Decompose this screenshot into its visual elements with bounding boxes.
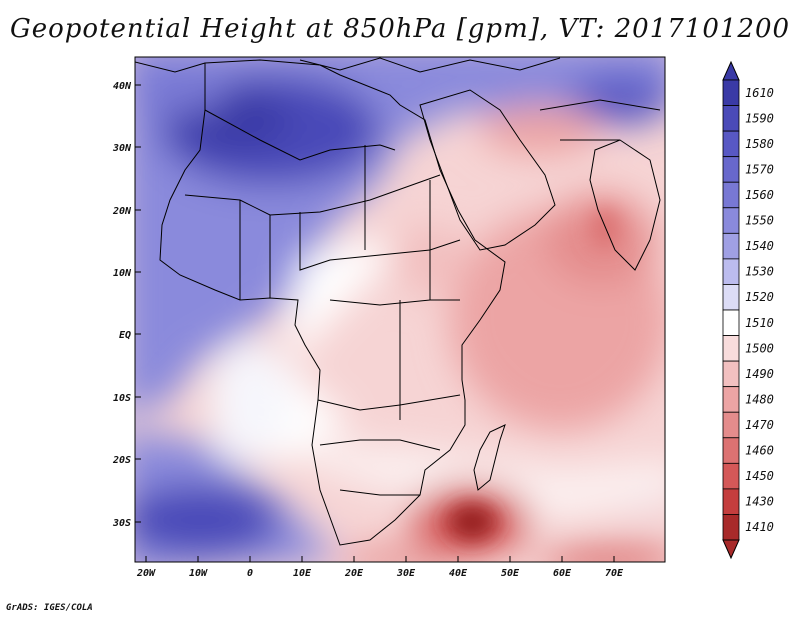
lat-label: 10S: [113, 393, 131, 404]
colorbar-label: 1470: [745, 418, 774, 432]
colorbar-swatch: [722, 488, 740, 515]
colorbar-swatch: [722, 437, 740, 464]
lat-label: 10N: [113, 268, 132, 279]
colorbar-swatch: [722, 386, 740, 413]
lon-label: 50E: [501, 568, 520, 579]
lat-axis: 40N 30N 20N 10N EQ 10S 20S 30S: [112, 81, 141, 529]
colorbar-label: 1520: [745, 290, 774, 304]
lon-label: 20W: [136, 568, 156, 579]
colorbar-swatch: [722, 309, 740, 336]
map-frame: [134, 56, 666, 563]
lon-label: 20E: [344, 568, 364, 579]
colorbar-swatch: [722, 207, 740, 234]
lat-label: 20S: [112, 455, 131, 466]
colorbar-swatch: [722, 79, 740, 106]
lat-label: 30S: [112, 518, 131, 529]
colorbar-label: 1570: [745, 162, 774, 176]
lon-label: 40E: [449, 568, 468, 579]
colorbar-min-arrow: [722, 539, 740, 560]
colorbar-swatch: [722, 232, 740, 260]
coastlines: [135, 57, 661, 546]
colorbar-swatch: [722, 284, 740, 311]
lat-label: 40N: [113, 81, 132, 92]
colorbar-label: 1580: [745, 137, 774, 151]
colorbar-label: 1450: [745, 469, 774, 483]
colorbar: 1610 1590 1580 1570 1560 1550 1540 1530 1520 1510…: [722, 60, 774, 560]
colorbar-swatch: [722, 360, 740, 388]
colorbar-swatch: [722, 335, 740, 362]
lat-label: 30N: [112, 143, 132, 154]
lon-label: 70E: [605, 568, 624, 579]
credit-text: GrADS: IGES/COLA: [6, 603, 93, 613]
colorbar-swatch: [722, 411, 740, 439]
colorbar-swatch: [722, 156, 740, 183]
colorbar-label: 1480: [745, 392, 774, 406]
colorbar-label: 1410: [745, 520, 774, 534]
colorbar-label: 1430: [745, 495, 774, 509]
colorbar-label: 1510: [745, 316, 774, 330]
colorbar-label: 1560: [745, 188, 774, 202]
lon-label: 10E: [293, 568, 312, 579]
colorbar-label: 1530: [745, 265, 774, 279]
lon-label: 0: [247, 568, 253, 579]
colorbar-swatch: [722, 105, 740, 132]
lon-label: 30E: [396, 568, 416, 579]
lat-label: EQ: [119, 330, 131, 341]
colorbar-label: 1590: [745, 111, 774, 125]
colorbar-label: 1540: [745, 239, 774, 253]
colorbar-swatch: [722, 462, 740, 490]
colorbar-label: 1490: [745, 367, 774, 381]
colorbar-swatch: [722, 130, 740, 158]
colorbar-label: 1460: [745, 444, 774, 458]
colorbar-label: 1500: [745, 341, 774, 355]
geopotential-field: [135, 57, 665, 562]
colorbar-swatch: [722, 258, 740, 285]
lat-label: 20N: [112, 206, 132, 217]
lon-label: 60E: [553, 568, 572, 579]
colorbar-max-arrow: [722, 60, 740, 81]
lon-axis: 20W 10W 0 10E 20E 30E 40E 50E 60E 70E: [136, 556, 624, 579]
map-title: Geopotential Height at 850hPa [gpm], VT:…: [9, 14, 791, 44]
colorbar-label: 1550: [745, 214, 774, 228]
colorbar-swatch: [722, 514, 740, 541]
lon-label: 10W: [189, 568, 208, 579]
colorbar-swatch: [722, 181, 740, 209]
colorbar-label: 1610: [745, 86, 774, 100]
